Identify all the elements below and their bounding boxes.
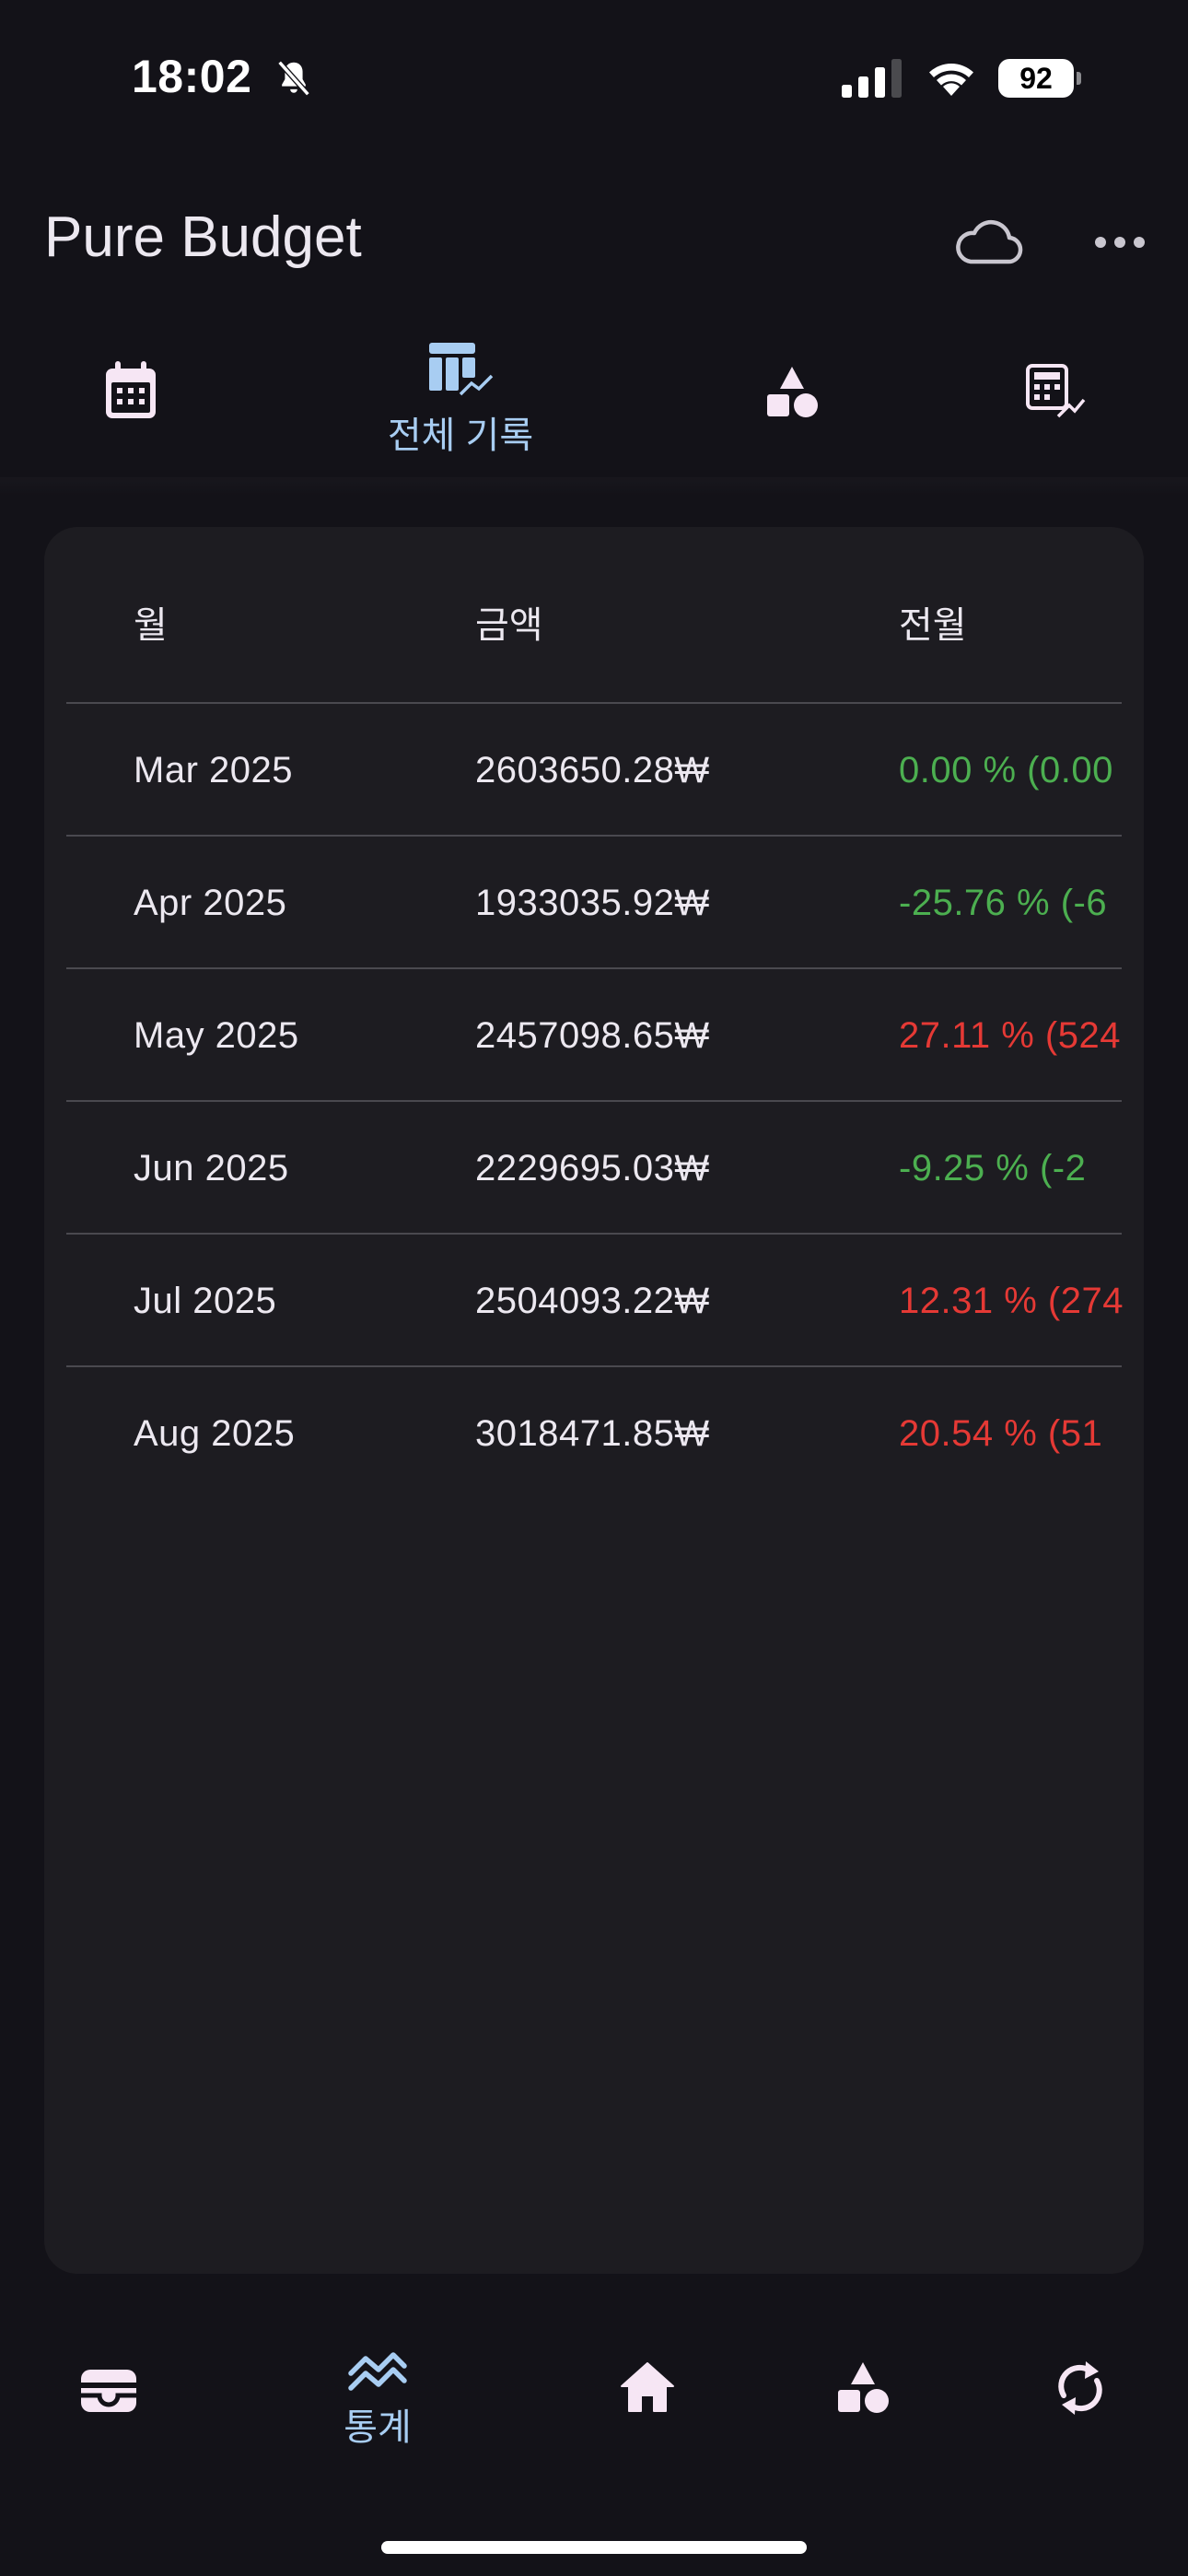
table-row[interactable]: Jul 2025 2504093.22₩ 12.31 % (274 [66,1233,1124,1367]
tab-bar-shadow [0,477,1188,496]
row-change: -25.76 % (-6 [899,883,1108,923]
sync-icon [1058,2361,1102,2415]
row-amount: 3018471.85₩ [475,1413,710,1454]
row-change: -9.25 % (-2 [899,1148,1087,1188]
monthly-records-card: 월 금액 전월 Mar 2025 2603650.28₩ 0.00 % (0.0… [44,527,1144,2274]
row-amount: 2504093.22₩ [475,1281,710,1321]
row-month: May 2025 [134,1015,299,1056]
wifi-icon [929,63,973,96]
status-bar: 18:02 92 [0,0,1188,157]
row-month: Aug 2025 [134,1413,296,1454]
row-month: Mar 2025 [134,750,293,790]
wallet-icon [81,2370,136,2412]
battery-icon: 92 [998,59,1081,98]
nav-statistics-label: 통계 [344,2407,412,2448]
calculator-chart-icon [1026,364,1086,418]
home-icon [621,2362,674,2412]
table-row[interactable]: Apr 2025 1933035.92₩ -25.76 % (-6 [66,835,1122,969]
tab-calendar[interactable] [85,332,177,479]
table-header: 월 금액 전월 [44,527,1144,702]
top-tab-bar: 전체 기록 [0,332,1188,479]
tab-categories[interactable] [746,332,838,479]
table-row[interactable]: Jun 2025 2229695.03₩ -9.25 % (-2 [66,1100,1122,1235]
bottom-navigation-bar: 통계 [0,2301,1188,2576]
tab-all-records-label: 전체 기록 [387,416,534,456]
nav-statistics[interactable]: 통계 [332,2349,424,2451]
table-row[interactable]: Mar 2025 2603650.28₩ 0.00 % (0.00 [66,702,1122,837]
cloud-icon[interactable] [952,210,1026,275]
calendar-icon [106,361,156,418]
nav-home[interactable] [615,2360,680,2414]
row-amount: 2603650.28₩ [475,750,710,790]
row-amount: 1933035.92₩ [475,883,710,923]
category-shapes-icon [838,2362,889,2413]
row-amount: 2457098.65₩ [475,1015,710,1056]
nav-categories[interactable] [831,2360,895,2416]
app-title: Pure Budget [44,205,362,269]
row-change: 27.11 % (524 [899,1015,1121,1056]
nav-sync[interactable] [1048,2359,1112,2418]
column-header-month: 월 [134,605,168,646]
nav-wallet[interactable] [70,2364,147,2416]
home-indicator[interactable] [381,2541,807,2554]
bell-slash-icon [277,60,310,97]
row-change: 0.00 % (0.00 [899,750,1113,790]
tab-calculator[interactable] [1009,332,1101,479]
column-header-amount: 금액 [475,605,543,646]
row-change: 12.31 % (274 [899,1281,1124,1321]
more-horizontal-icon[interactable] [1092,219,1147,265]
tab-all-records[interactable]: 전체 기록 [368,332,553,479]
row-month: Apr 2025 [134,883,287,923]
row-change: 20.54 % (51 [899,1413,1103,1454]
battery-level: 92 [1019,62,1053,95]
status-time: 18:02 [132,51,252,102]
row-month: Jul 2025 [134,1281,277,1321]
column-header-change: 전월 [899,605,967,646]
row-month: Jun 2025 [134,1148,289,1188]
stats-chart-icon [348,2352,407,2391]
table-row[interactable]: Aug 2025 3018471.85₩ 20.54 % (51 [66,1365,1122,1500]
table-chart-icon [429,343,494,396]
cellular-signal-icon [842,59,902,98]
category-shapes-icon [767,367,818,417]
row-amount: 2229695.03₩ [475,1148,710,1188]
table-row[interactable]: May 2025 2457098.65₩ 27.11 % (524 [66,967,1122,1102]
